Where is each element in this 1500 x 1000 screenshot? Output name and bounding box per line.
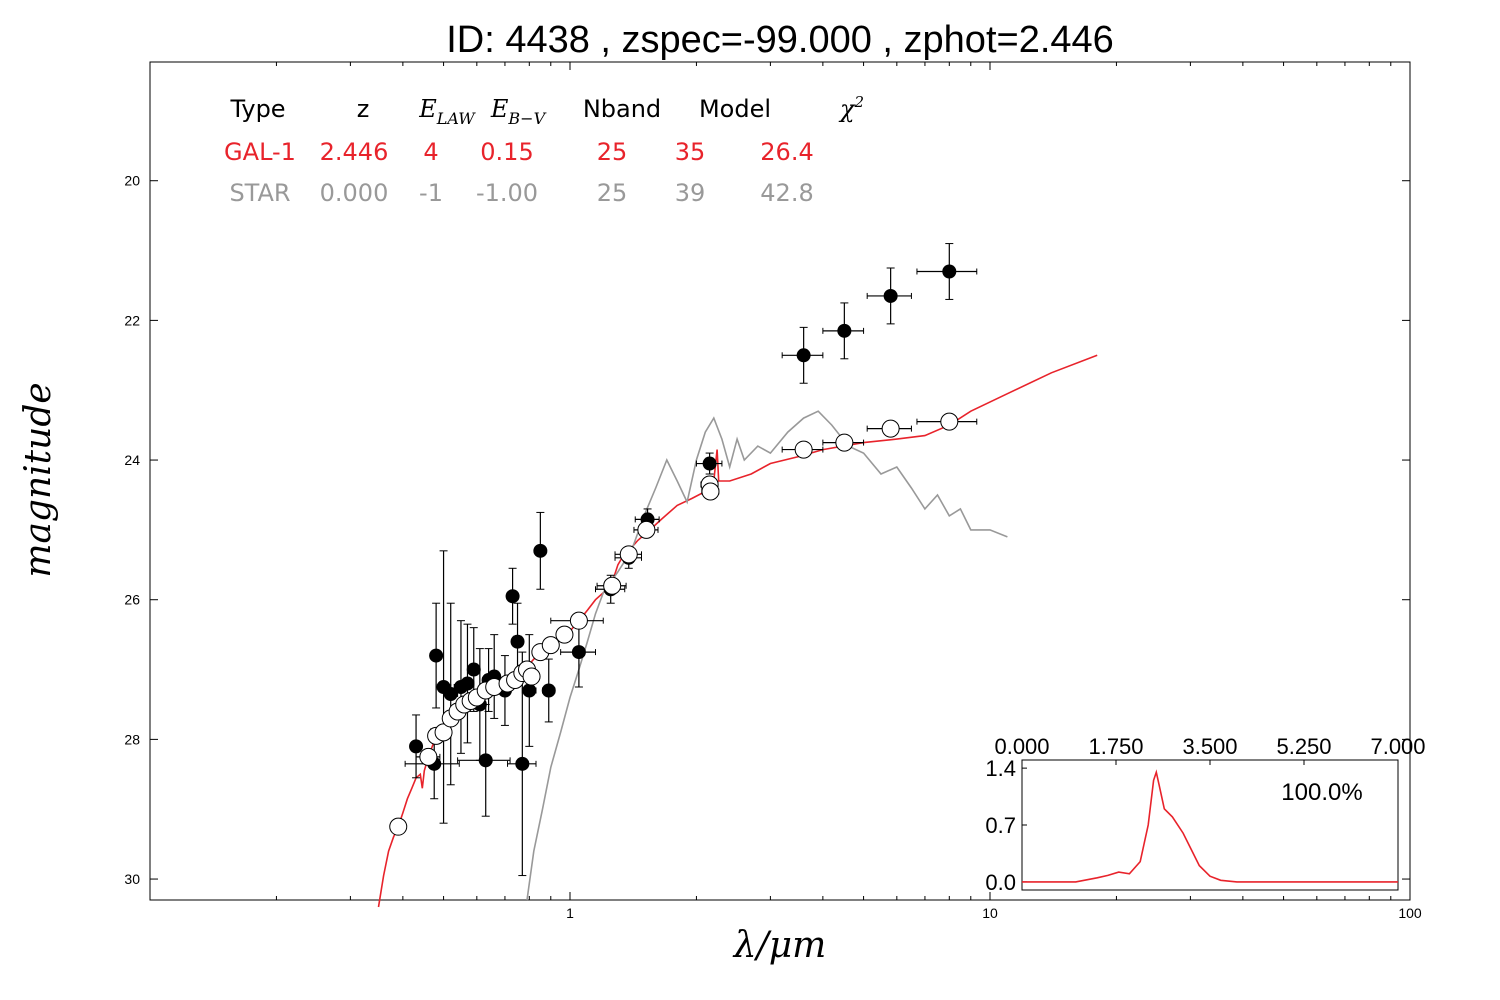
model-flux-point: [555, 625, 574, 644]
model-flux-point: [389, 817, 408, 836]
inset-x-tick-label: 7.000: [1370, 734, 1425, 759]
main-plot-area: 1 10 100 20 22 24 26 28 30: [124, 62, 1422, 921]
inset-frame: [1021, 759, 1399, 891]
observed-flux-point: [478, 753, 493, 768]
inset-x-tick-label: 5.250: [1276, 734, 1331, 759]
figure-title: ID: 4438 , zspec=-99.000 , zphot=2.446: [446, 19, 1114, 61]
model-flux-point: [794, 440, 813, 459]
table-header-2: ELAW: [418, 95, 476, 128]
fit-results-table: Type z ELAW EB−V Nband Model χ2 GAL-1 2.446 4 0.15…: [224, 93, 864, 207]
table-cell: 4: [423, 138, 438, 166]
inset-x-tick-label: 0.000: [994, 734, 1049, 759]
observed-flux-point: [409, 739, 424, 754]
inset-x-tick-label: 1.750: [1088, 734, 1143, 759]
table-cell: 25: [597, 138, 628, 166]
observed-flux-point: [702, 456, 717, 471]
observed-flux-point: [942, 264, 957, 279]
observed-flux-point: [505, 589, 520, 604]
model-flux-point: [835, 433, 854, 452]
table-cell: 0.000: [320, 179, 389, 207]
model-flux-point: [603, 576, 622, 595]
table-cell: 2.446: [320, 138, 389, 166]
table-cell: 0.15: [480, 138, 533, 166]
redshift-pdf-inset: 0.000 1.750 3.500 5.250 7.000 0.0 0.7 1.4 100.0%: [985, 734, 1425, 895]
inset-y-tick-label: 1.4: [985, 756, 1016, 781]
y-tick-label: 24: [124, 452, 140, 468]
observed-flux-point: [429, 648, 444, 663]
table-header-6: χ2: [838, 93, 864, 123]
model-flux-point: [637, 520, 656, 539]
inset-pdf-line: [1022, 769, 1398, 883]
table-header-1: z: [357, 95, 370, 123]
inset-y-tick-label: 0.7: [985, 813, 1016, 838]
x-tick-label: 100: [1398, 905, 1422, 921]
observed-flux-point: [515, 756, 530, 771]
table-header-4: Nband: [583, 95, 661, 123]
observed-flux-point: [522, 683, 537, 698]
table-header-3: EB−V: [490, 95, 547, 128]
model-flux-point: [541, 636, 560, 655]
inset-probability-label: 100.0%: [1281, 779, 1362, 806]
model-flux-point: [522, 667, 541, 686]
y-axis-label: magnitude: [18, 382, 59, 577]
observed-flux-point: [571, 645, 586, 660]
model-flux-point: [701, 482, 720, 501]
table-cell: 35: [675, 138, 706, 166]
x-tick-label: 10: [982, 905, 998, 921]
observed-flux-point: [510, 634, 525, 649]
observed-flux-point: [837, 323, 852, 338]
y-tick-label: 22: [124, 312, 140, 328]
table-cell: STAR: [229, 179, 290, 207]
table-header-5: Model: [699, 95, 771, 123]
table-cell: 25: [597, 179, 628, 207]
observed-flux-point: [541, 683, 556, 698]
table-cell: 26.4: [760, 138, 813, 166]
inset-y-tick-label: 0.0: [985, 870, 1016, 895]
model-flux-point: [940, 412, 959, 431]
plot-frame: [149, 61, 1411, 901]
y-tick-label: 20: [124, 173, 140, 189]
y-tick-label: 30: [124, 871, 140, 887]
x-tick-label: 1: [566, 905, 574, 921]
table-header-0: Type: [229, 95, 285, 123]
table-cell: -1.00: [476, 179, 538, 207]
observed-flux-point: [466, 662, 481, 677]
observed-flux-point: [460, 676, 475, 691]
model-flux-point: [434, 723, 453, 742]
model-flux-point: [569, 611, 588, 630]
model-flux-point: [619, 545, 638, 564]
model-flux-point: [419, 747, 438, 766]
model-flux-point: [881, 419, 900, 438]
table-cell: -1: [419, 179, 443, 207]
star-template-line: [526, 410, 1008, 901]
table-cell: 42.8: [760, 179, 813, 207]
observed-flux-point: [443, 686, 458, 701]
inset-x-tick-label: 3.500: [1182, 734, 1237, 759]
table-cell: GAL-1: [224, 138, 296, 166]
x-axis-label: λ/μm: [732, 925, 826, 966]
observed-flux-point: [796, 348, 811, 363]
table-cell: 39: [675, 179, 706, 207]
y-tick-label: 26: [124, 592, 140, 608]
observed-flux-point: [883, 288, 898, 303]
observed-flux-point: [533, 543, 548, 558]
y-tick-label: 28: [124, 731, 140, 747]
